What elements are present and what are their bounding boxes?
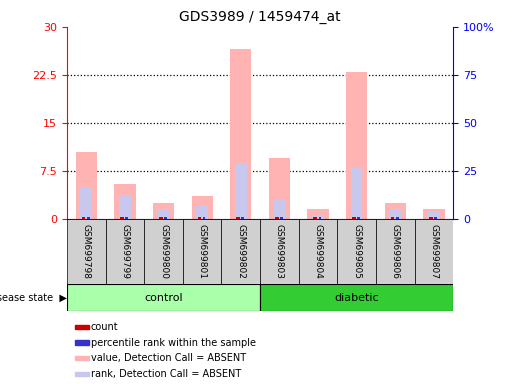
Text: GSM699804: GSM699804 [314, 224, 322, 279]
Title: GDS3989 / 1459474_at: GDS3989 / 1459474_at [179, 10, 341, 25]
Text: GSM699799: GSM699799 [121, 224, 129, 279]
Bar [280, 217, 283, 219]
Bar [423, 209, 444, 219]
Bar [428, 212, 440, 219]
Bar [242, 217, 244, 219]
Bar [81, 217, 85, 219]
Bar [385, 203, 406, 219]
Text: GSM699806: GSM699806 [391, 224, 400, 279]
Bar [76, 152, 97, 219]
Text: GSM699805: GSM699805 [352, 224, 361, 279]
Bar [313, 217, 317, 219]
Bar [352, 217, 356, 219]
Bar [396, 217, 399, 219]
Text: count: count [91, 322, 118, 332]
Text: GSM699800: GSM699800 [159, 224, 168, 279]
Text: disease state  ▶: disease state ▶ [0, 293, 67, 303]
Text: GSM699803: GSM699803 [275, 224, 284, 279]
Text: value, Detection Call = ABSENT: value, Detection Call = ABSENT [91, 353, 246, 363]
Bar [351, 168, 363, 219]
Bar [236, 217, 240, 219]
Bar [376, 219, 415, 284]
Text: GSM699802: GSM699802 [236, 224, 245, 279]
Bar [307, 209, 329, 219]
Bar [120, 217, 124, 219]
Text: diabetic: diabetic [334, 293, 379, 303]
Bar [312, 216, 324, 219]
Text: GSM699798: GSM699798 [82, 224, 91, 279]
Bar [144, 219, 183, 284]
Bar [435, 217, 437, 219]
Text: GSM699801: GSM699801 [198, 224, 207, 279]
Bar [192, 197, 213, 219]
Bar [415, 219, 453, 284]
Bar [221, 219, 260, 284]
Bar [153, 203, 174, 219]
Bar [80, 187, 92, 219]
Bar [260, 219, 299, 284]
Text: GSM699807: GSM699807 [430, 224, 438, 279]
Bar [87, 217, 90, 219]
Bar [429, 217, 433, 219]
Bar [75, 341, 89, 344]
Bar [159, 217, 163, 219]
Bar [357, 217, 360, 219]
Bar [126, 217, 128, 219]
Bar [75, 372, 89, 376]
Bar [235, 164, 247, 219]
Text: control: control [144, 293, 183, 303]
Bar [203, 217, 205, 219]
Bar [106, 219, 144, 284]
Bar [319, 217, 321, 219]
Bar [275, 217, 279, 219]
Bar [67, 284, 260, 311]
Bar [158, 209, 169, 219]
Bar [269, 158, 290, 219]
Bar [337, 219, 376, 284]
Bar [389, 209, 401, 219]
Text: percentile rank within the sample: percentile rank within the sample [91, 338, 256, 348]
Bar [75, 325, 89, 329]
Bar [119, 197, 131, 219]
Bar [114, 184, 135, 219]
Bar [273, 200, 285, 219]
Bar [346, 72, 367, 219]
Bar [390, 217, 394, 219]
Bar [230, 49, 251, 219]
Bar [260, 284, 453, 311]
Bar [75, 356, 89, 360]
Bar [67, 219, 106, 284]
Text: rank, Detection Call = ABSENT: rank, Detection Call = ABSENT [91, 369, 241, 379]
Bar [164, 217, 167, 219]
Bar [196, 206, 208, 219]
Bar [299, 219, 337, 284]
Bar [183, 219, 221, 284]
Bar [197, 217, 201, 219]
